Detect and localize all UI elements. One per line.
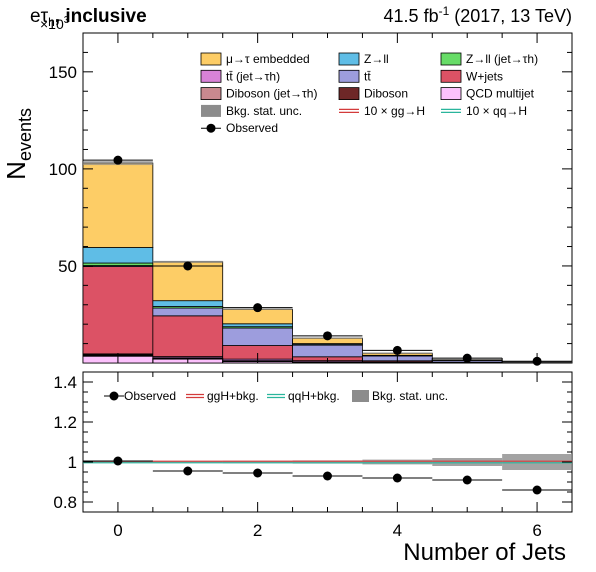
legend-swatch-6 bbox=[200, 87, 222, 100]
ratio-unc-5 bbox=[432, 458, 503, 466]
legend-label-3: tt̄ (jet→τh) bbox=[226, 69, 280, 83]
ratio-point-6 bbox=[532, 485, 542, 495]
ratio-layer bbox=[83, 454, 572, 495]
upper-ytick-label-1: 100 bbox=[49, 160, 77, 179]
legend-swatch-0 bbox=[200, 52, 222, 66]
legend-label-8: QCD multijet bbox=[466, 87, 535, 101]
legend-label-9: Bkg. stat. unc. bbox=[226, 104, 302, 118]
legend-swatch-8 bbox=[440, 87, 462, 100]
stack-bar-7-2 bbox=[222, 323, 293, 328]
legend-swatch-3 bbox=[200, 69, 222, 83]
upper-panel: 50 100 150 bbox=[49, 32, 573, 366]
ratio-ytick-label-3: 1.4 bbox=[53, 373, 77, 392]
xtick-label-1: 2 bbox=[253, 521, 262, 540]
legend-label-11: 10 × qq→H bbox=[466, 104, 527, 118]
stack-bar-7-1 bbox=[152, 300, 224, 307]
stack-bar-8-0 bbox=[82, 162, 154, 248]
legend-marker-12 bbox=[206, 123, 216, 133]
stack-bar-5-2 bbox=[222, 327, 293, 346]
lumi-label: 41.5 fb-1 (2017, 13 TeV) bbox=[384, 4, 572, 26]
ratio-point-3 bbox=[323, 471, 332, 481]
upper-ytick-label-2: 150 bbox=[49, 63, 77, 82]
upper-ylabel: Nevents bbox=[1, 108, 35, 180]
ratio-legend-obs-marker bbox=[109, 391, 119, 401]
legend-label-2: Z→ll (jet→τh) bbox=[466, 52, 538, 66]
ratio-legend-label-2: qqH+bkg. bbox=[288, 389, 340, 403]
ratio-point-4 bbox=[392, 473, 402, 483]
legend-swatch-5 bbox=[440, 69, 462, 83]
channel-label: eτh, inclusive bbox=[30, 6, 147, 29]
ratio-point-2 bbox=[253, 468, 263, 478]
legend-label-5: W+jets bbox=[466, 69, 503, 83]
observed-point-0 bbox=[113, 155, 123, 165]
ratio-ytick-label-2: 1.2 bbox=[53, 413, 77, 432]
ratio-ytick-label-0: 0.8 bbox=[53, 493, 77, 512]
ratio-unc-2 bbox=[222, 460, 293, 464]
legend-label-6: Diboson (jet→τh) bbox=[226, 87, 317, 101]
ratio-legend-unc bbox=[352, 390, 369, 402]
ratio-panel: 0.8 1 1.2 1.4 0 2 4 6 Observed ggH+bkg. qqH+bkg. B… bbox=[53, 371, 573, 540]
ratio-legend-label-0: Observed bbox=[124, 389, 176, 403]
ratio-point-5 bbox=[462, 475, 472, 485]
legend-label-1: Z→ll bbox=[364, 52, 389, 66]
stack-bar-5-1 bbox=[152, 307, 224, 317]
observed-point-6 bbox=[532, 356, 542, 366]
legend-swatch-2 bbox=[440, 52, 462, 66]
legend-label-7: Diboson bbox=[364, 87, 408, 101]
legend-label-10: 10 × gg→H bbox=[364, 104, 425, 118]
upper-ticks: 50 100 150 bbox=[49, 33, 572, 363]
ratio-unc-4 bbox=[362, 459, 433, 465]
stack-bar-7-0 bbox=[82, 247, 154, 264]
ratio-point-0 bbox=[113, 456, 123, 466]
legend-swatch-9 bbox=[201, 104, 221, 117]
legend-label-12: Observed bbox=[226, 121, 278, 135]
observed-point-3 bbox=[323, 331, 332, 341]
x-axis-title: Number of Jets bbox=[403, 539, 566, 566]
ratio-legend-label-3: Bkg. stat. unc. bbox=[372, 389, 448, 403]
ratio-unc-6 bbox=[502, 454, 572, 470]
ratio-point-1 bbox=[183, 466, 193, 476]
observed-point-1 bbox=[183, 261, 193, 271]
observed-layer bbox=[83, 155, 572, 366]
upper-ytick-label-0: 50 bbox=[58, 257, 77, 276]
stack-bar-4-1 bbox=[152, 315, 224, 357]
lower-ticks: 0.8 1 1.2 1.4 0 2 4 6 bbox=[53, 372, 572, 540]
ratio-ytick-label-1: 1 bbox=[68, 453, 77, 472]
legend-swatch-7 bbox=[338, 87, 360, 100]
ratio-legend-label-1: ggH+bkg. bbox=[207, 389, 259, 403]
xtick-label-0: 0 bbox=[113, 521, 122, 540]
xtick-label-3: 6 bbox=[532, 521, 541, 540]
legend-label-0: μ→τ embedded bbox=[226, 52, 310, 66]
ratio-legend: Observed ggH+bkg. qqH+bkg. Bkg. stat. unc. bbox=[104, 389, 448, 403]
ratio-unc-3 bbox=[292, 460, 363, 464]
legend-swatch-1 bbox=[338, 52, 360, 66]
ratio-unc-1 bbox=[152, 461, 223, 463]
legend-label-4: tt̄ bbox=[364, 69, 371, 83]
stack-bar-5-3 bbox=[292, 344, 363, 358]
xtick-label-2: 4 bbox=[393, 521, 402, 540]
observed-point-4 bbox=[392, 345, 402, 355]
legend-swatch-4 bbox=[338, 69, 360, 83]
upper-y-multiplier: ×103 bbox=[40, 15, 70, 32]
stack-bar-4-0 bbox=[82, 266, 154, 355]
observed-point-5 bbox=[462, 353, 472, 363]
legend: μ→τ embedded Z→ll Z→ll (jet→τh) tt̄ (jet→τh… bbox=[200, 52, 538, 135]
observed-point-2 bbox=[253, 303, 263, 313]
